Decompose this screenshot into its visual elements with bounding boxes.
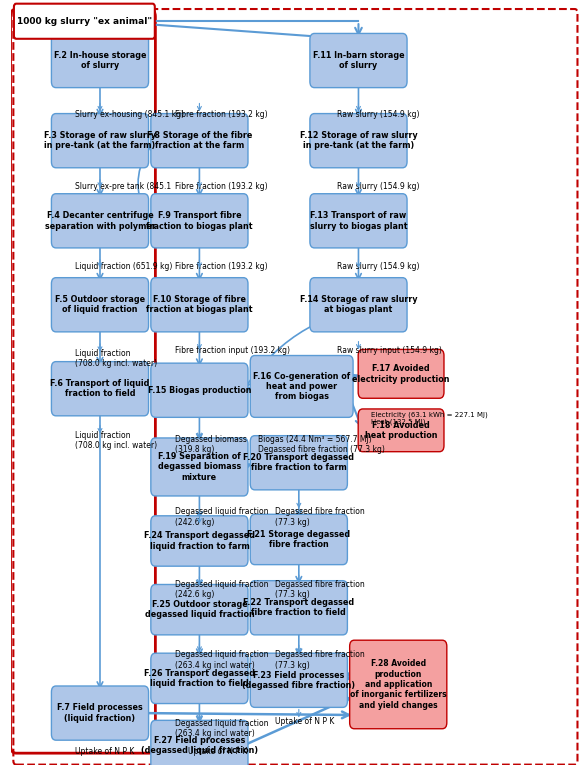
Text: Raw slurry (154.9 kg): Raw slurry (154.9 kg) <box>337 263 420 271</box>
FancyBboxPatch shape <box>151 278 248 332</box>
Text: Degassed liquid fraction
(242.6 kg): Degassed liquid fraction (242.6 kg) <box>175 507 269 527</box>
Text: F.15 Biogas production: F.15 Biogas production <box>148 386 251 394</box>
Text: F.7 Field processes
(liquid fraction): F.7 Field processes (liquid fraction) <box>57 703 143 723</box>
Text: Raw slurry (154.9 kg): Raw slurry (154.9 kg) <box>337 182 420 192</box>
FancyBboxPatch shape <box>310 194 407 248</box>
Text: F.27 Field processes
(degassed liquid fraction): F.27 Field processes (degassed liquid fr… <box>141 736 258 755</box>
Text: F.10 Storage of fibre
fraction at biogas plant: F.10 Storage of fibre fraction at biogas… <box>146 295 253 315</box>
Text: Liquid fraction
(708.0 kg incl. water): Liquid fraction (708.0 kg incl. water) <box>75 431 157 450</box>
Text: F.11 In-barn storage
of slurry: F.11 In-barn storage of slurry <box>313 51 404 70</box>
Text: Slurry ex-housing (845.1 kg): Slurry ex-housing (845.1 kg) <box>75 110 184 119</box>
FancyBboxPatch shape <box>250 355 353 417</box>
Text: Fibre fraction (193.2 kg): Fibre fraction (193.2 kg) <box>175 182 268 192</box>
FancyBboxPatch shape <box>151 363 248 417</box>
Text: Liquid fraction (651.9 kg): Liquid fraction (651.9 kg) <box>75 263 172 271</box>
Text: Fibre fraction input (193.2 kg): Fibre fraction input (193.2 kg) <box>175 346 290 355</box>
Text: Degassed biomass
(319.8 kg): Degassed biomass (319.8 kg) <box>175 435 247 454</box>
FancyBboxPatch shape <box>151 516 248 566</box>
Text: F.14 Storage of raw slurry
at biogas plant: F.14 Storage of raw slurry at biogas pla… <box>300 295 417 315</box>
Text: Degassed fibre fraction
(77.3 kg): Degassed fibre fraction (77.3 kg) <box>276 650 365 669</box>
FancyBboxPatch shape <box>358 349 444 398</box>
Text: F.5 Outdoor storage
of liquid fraction: F.5 Outdoor storage of liquid fraction <box>55 295 145 315</box>
Text: Degassed liquid fraction
(263.4 kg incl water): Degassed liquid fraction (263.4 kg incl … <box>175 650 269 669</box>
FancyBboxPatch shape <box>151 653 248 703</box>
Text: Degassed fibre fraction
(77.3 kg): Degassed fibre fraction (77.3 kg) <box>276 507 365 527</box>
Text: Raw slurry input (154.9 kg): Raw slurry input (154.9 kg) <box>337 346 442 355</box>
Text: F.3 Storage of raw slurry
in pre-tank (at the farm): F.3 Storage of raw slurry in pre-tank (a… <box>44 131 156 150</box>
FancyBboxPatch shape <box>310 113 407 168</box>
FancyBboxPatch shape <box>52 194 148 248</box>
Text: Fibre fraction (193.2 kg): Fibre fraction (193.2 kg) <box>175 110 268 119</box>
Text: F.13 Transport of raw
slurry to biogas plant: F.13 Transport of raw slurry to biogas p… <box>310 211 407 231</box>
FancyBboxPatch shape <box>151 720 248 766</box>
Text: Uptake of N P K: Uptake of N P K <box>276 716 335 725</box>
FancyBboxPatch shape <box>151 584 248 635</box>
FancyBboxPatch shape <box>151 194 248 248</box>
Text: F.9 Transport fibre
fraction to biogas plant: F.9 Transport fibre fraction to biogas p… <box>146 211 253 231</box>
FancyBboxPatch shape <box>250 436 347 489</box>
Text: F.21 Storage degassed
fibre fraction: F.21 Storage degassed fibre fraction <box>247 530 350 549</box>
Text: F.28 Avoided
production
and application
of inorganic fertilizers
and yield chang: F.28 Avoided production and application … <box>350 660 447 710</box>
FancyBboxPatch shape <box>52 34 148 87</box>
Text: Slurry ex-pre tank (845.1: Slurry ex-pre tank (845.1 <box>75 182 171 192</box>
Text: F.2 In-house storage
of slurry: F.2 In-house storage of slurry <box>54 51 146 70</box>
Text: F.17 Avoided
electricity production: F.17 Avoided electricity production <box>352 364 450 384</box>
Text: F.26 Transport degassed
liquid fraction to field: F.26 Transport degassed liquid fraction … <box>144 669 255 688</box>
Text: F.18 Avoided
heat production: F.18 Avoided heat production <box>365 421 437 440</box>
Text: Degassed liquid fraction
(263.4 kg incl water): Degassed liquid fraction (263.4 kg incl … <box>175 719 269 738</box>
Text: F.6 Transport of liquid
fraction to field: F.6 Transport of liquid fraction to fiel… <box>50 379 150 398</box>
Text: Liquid fraction
(708.0 kg incl. water): Liquid fraction (708.0 kg incl. water) <box>75 349 157 368</box>
Text: Uptake of N P K: Uptake of N P K <box>75 747 134 756</box>
FancyBboxPatch shape <box>14 4 155 39</box>
Text: F.4 Decanter centrifuge
separation with polymer: F.4 Decanter centrifuge separation with … <box>45 211 155 231</box>
FancyBboxPatch shape <box>52 278 148 332</box>
Text: Degassed liquid fraction
(242.6 kg): Degassed liquid fraction (242.6 kg) <box>175 580 269 599</box>
FancyBboxPatch shape <box>151 438 248 496</box>
FancyBboxPatch shape <box>358 409 444 452</box>
FancyBboxPatch shape <box>52 113 148 168</box>
Text: Raw slurry (154.9 kg): Raw slurry (154.9 kg) <box>337 110 420 119</box>
FancyBboxPatch shape <box>350 640 447 728</box>
Text: F.12 Storage of raw slurry
in pre-tank (at the farm): F.12 Storage of raw slurry in pre-tank (… <box>300 131 418 150</box>
Text: F.8 Storage of the fibre
fraction at the farm: F.8 Storage of the fibre fraction at the… <box>147 131 252 150</box>
Text: F.24 Transport degassed
liquid fraction to farm: F.24 Transport degassed liquid fraction … <box>144 532 255 551</box>
Text: F.23 Field processes
(degassed fibre fraction): F.23 Field processes (degassed fibre fra… <box>242 670 356 690</box>
Text: Uptake of N P K: Uptake of N P K <box>188 747 248 756</box>
Text: F.20 Transport degassed
fibre fraction to farm: F.20 Transport degassed fibre fraction t… <box>244 453 354 473</box>
FancyBboxPatch shape <box>250 581 347 635</box>
Text: F.19 Separation of
degassed biomass
mixture: F.19 Separation of degassed biomass mixt… <box>158 452 241 482</box>
FancyBboxPatch shape <box>52 362 148 416</box>
Text: Electricity (63.1 kWh = 227.1 MJ)
Heat (132.5 MJ): Electricity (63.1 kWh = 227.1 MJ) Heat (… <box>371 411 488 425</box>
FancyBboxPatch shape <box>250 514 347 565</box>
FancyBboxPatch shape <box>250 653 347 707</box>
Text: F.25 Outdoor storage
degassed liquid fraction: F.25 Outdoor storage degassed liquid fra… <box>144 600 254 620</box>
Text: 1000 kg slurry "ex animal": 1000 kg slurry "ex animal" <box>17 17 152 26</box>
Text: Biogas (24.4 Nm³ = 567.7 MJ)
Degassed fibre fraction (77.3 kg): Biogas (24.4 Nm³ = 567.7 MJ) Degassed fi… <box>258 435 385 454</box>
FancyBboxPatch shape <box>151 113 248 168</box>
Text: Degassed fibre fraction
(77.3 kg): Degassed fibre fraction (77.3 kg) <box>276 580 365 599</box>
FancyBboxPatch shape <box>310 34 407 87</box>
Text: F.16 Co-generation of
heat and power
from biogas: F.16 Co-generation of heat and power fro… <box>253 372 350 401</box>
Text: F.22 Transport degassed
fibre fraction to field: F.22 Transport degassed fibre fraction t… <box>243 598 354 617</box>
Text: Fibre fraction (193.2 kg): Fibre fraction (193.2 kg) <box>175 263 268 271</box>
FancyBboxPatch shape <box>52 686 148 740</box>
FancyBboxPatch shape <box>310 278 407 332</box>
